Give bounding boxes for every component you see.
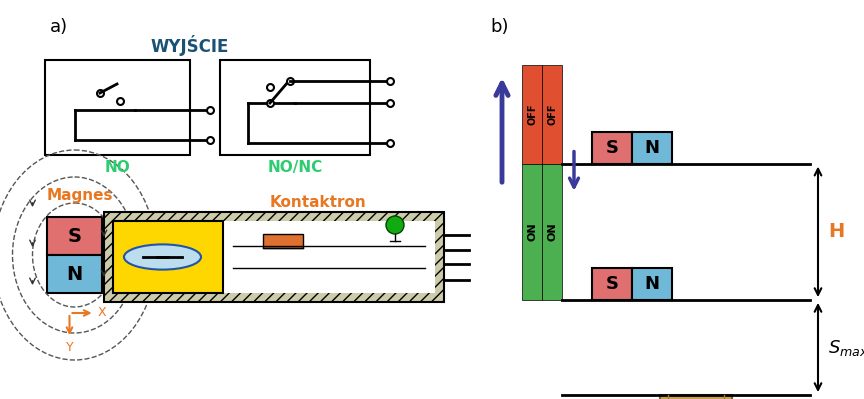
Text: H: H — [828, 222, 844, 241]
Bar — [113, 221, 223, 293]
Text: Kontaktron: Kontaktron — [270, 195, 366, 210]
Ellipse shape — [124, 245, 201, 270]
Bar — [660, 395, 732, 399]
Text: S: S — [606, 139, 619, 157]
Text: N: N — [67, 265, 83, 284]
Bar — [47, 217, 102, 255]
Text: ON: ON — [527, 223, 537, 241]
Bar — [522, 164, 542, 300]
Bar — [592, 268, 632, 300]
Bar — [45, 60, 190, 155]
Text: N: N — [645, 139, 659, 157]
Text: a): a) — [50, 18, 68, 36]
Bar — [632, 132, 672, 164]
Text: b): b) — [490, 18, 509, 36]
Bar — [632, 268, 672, 300]
Text: NO/NC: NO/NC — [267, 160, 322, 175]
Bar — [542, 65, 562, 164]
Text: S: S — [67, 227, 81, 245]
Text: N: N — [645, 275, 659, 293]
Text: ON: ON — [547, 223, 557, 241]
Bar — [47, 255, 102, 293]
Bar — [522, 65, 542, 164]
Text: OFF: OFF — [547, 104, 557, 125]
Circle shape — [386, 216, 404, 234]
Bar — [104, 212, 444, 302]
Bar — [263, 234, 303, 248]
Text: S: S — [606, 275, 619, 293]
Text: Magnes: Magnes — [47, 188, 113, 203]
Text: NO: NO — [105, 160, 130, 175]
Text: OFF: OFF — [527, 104, 537, 125]
Text: X: X — [98, 306, 106, 320]
Bar — [592, 132, 632, 164]
Text: Y: Y — [66, 341, 73, 354]
Text: WYJŚCIE: WYJŚCIE — [151, 35, 229, 56]
Bar — [220, 60, 370, 155]
Bar — [542, 164, 562, 300]
Bar — [113, 221, 435, 293]
Text: $S_{max}$: $S_{max}$ — [828, 338, 864, 358]
